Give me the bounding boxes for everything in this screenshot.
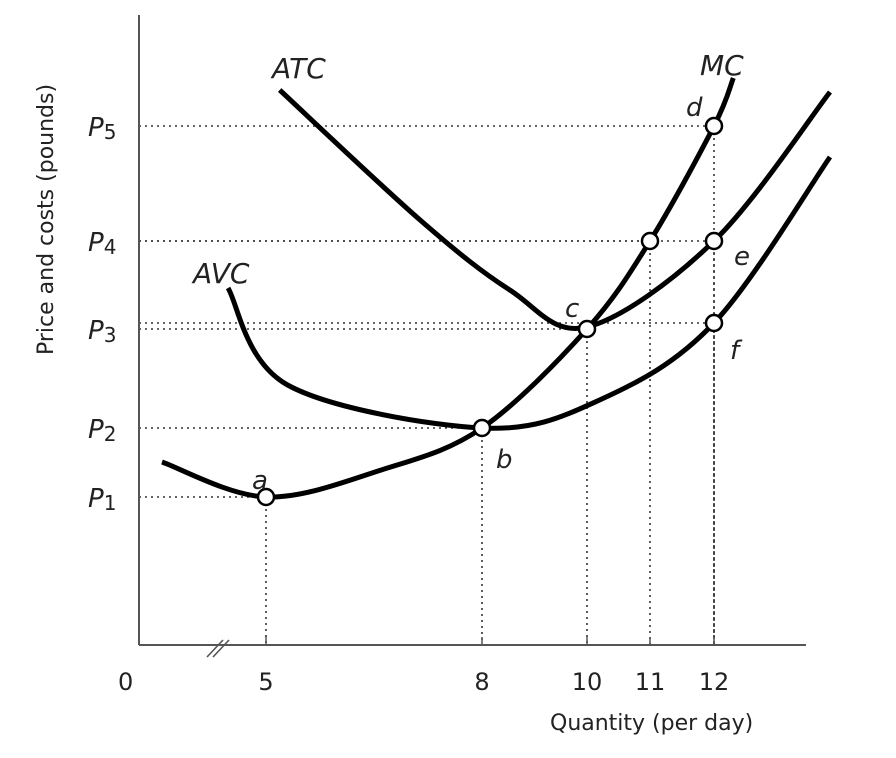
y-level-label: P1: [88, 484, 116, 515]
x-tick-label: 12: [699, 668, 730, 696]
point-label-e: e: [734, 242, 750, 272]
y-level-label: P2: [88, 415, 116, 446]
mc-label: MC: [700, 49, 744, 82]
x-axis-label: Quantity (per day): [550, 711, 753, 736]
atc-label: ATC: [270, 52, 326, 85]
point-marker-c: [577, 319, 597, 339]
avc-label: AVC: [191, 257, 250, 290]
point-marker-f: [704, 313, 724, 333]
y-level-label: P5: [88, 113, 116, 144]
point-label-a: a: [252, 466, 268, 496]
mc-curve: [161, 77, 736, 500]
x-tick-label: 11: [635, 668, 666, 696]
point-marker-a: [256, 487, 276, 507]
axis-break-icon: [206, 639, 230, 658]
x-tick-label: 8: [474, 668, 489, 696]
x-tick-label: 5: [258, 668, 273, 696]
point-label-b: b: [496, 445, 513, 475]
avc-curve: [225, 155, 833, 431]
point-marker-b: [472, 418, 492, 438]
point-marker-d: [704, 116, 724, 136]
point-marker: [640, 231, 660, 251]
y-level-label: P3: [88, 316, 116, 347]
y-axis-label: Price and costs (pounds): [34, 84, 59, 355]
point-label-d: d: [686, 93, 703, 123]
atc-curve: [277, 88, 832, 331]
x-tick-label: 10: [572, 668, 603, 696]
point-marker-e: [704, 231, 724, 251]
point-label-f: f: [730, 336, 743, 366]
point-label-c: c: [565, 294, 579, 324]
origin-label: 0: [118, 668, 133, 696]
y-level-label: P4: [88, 228, 116, 259]
